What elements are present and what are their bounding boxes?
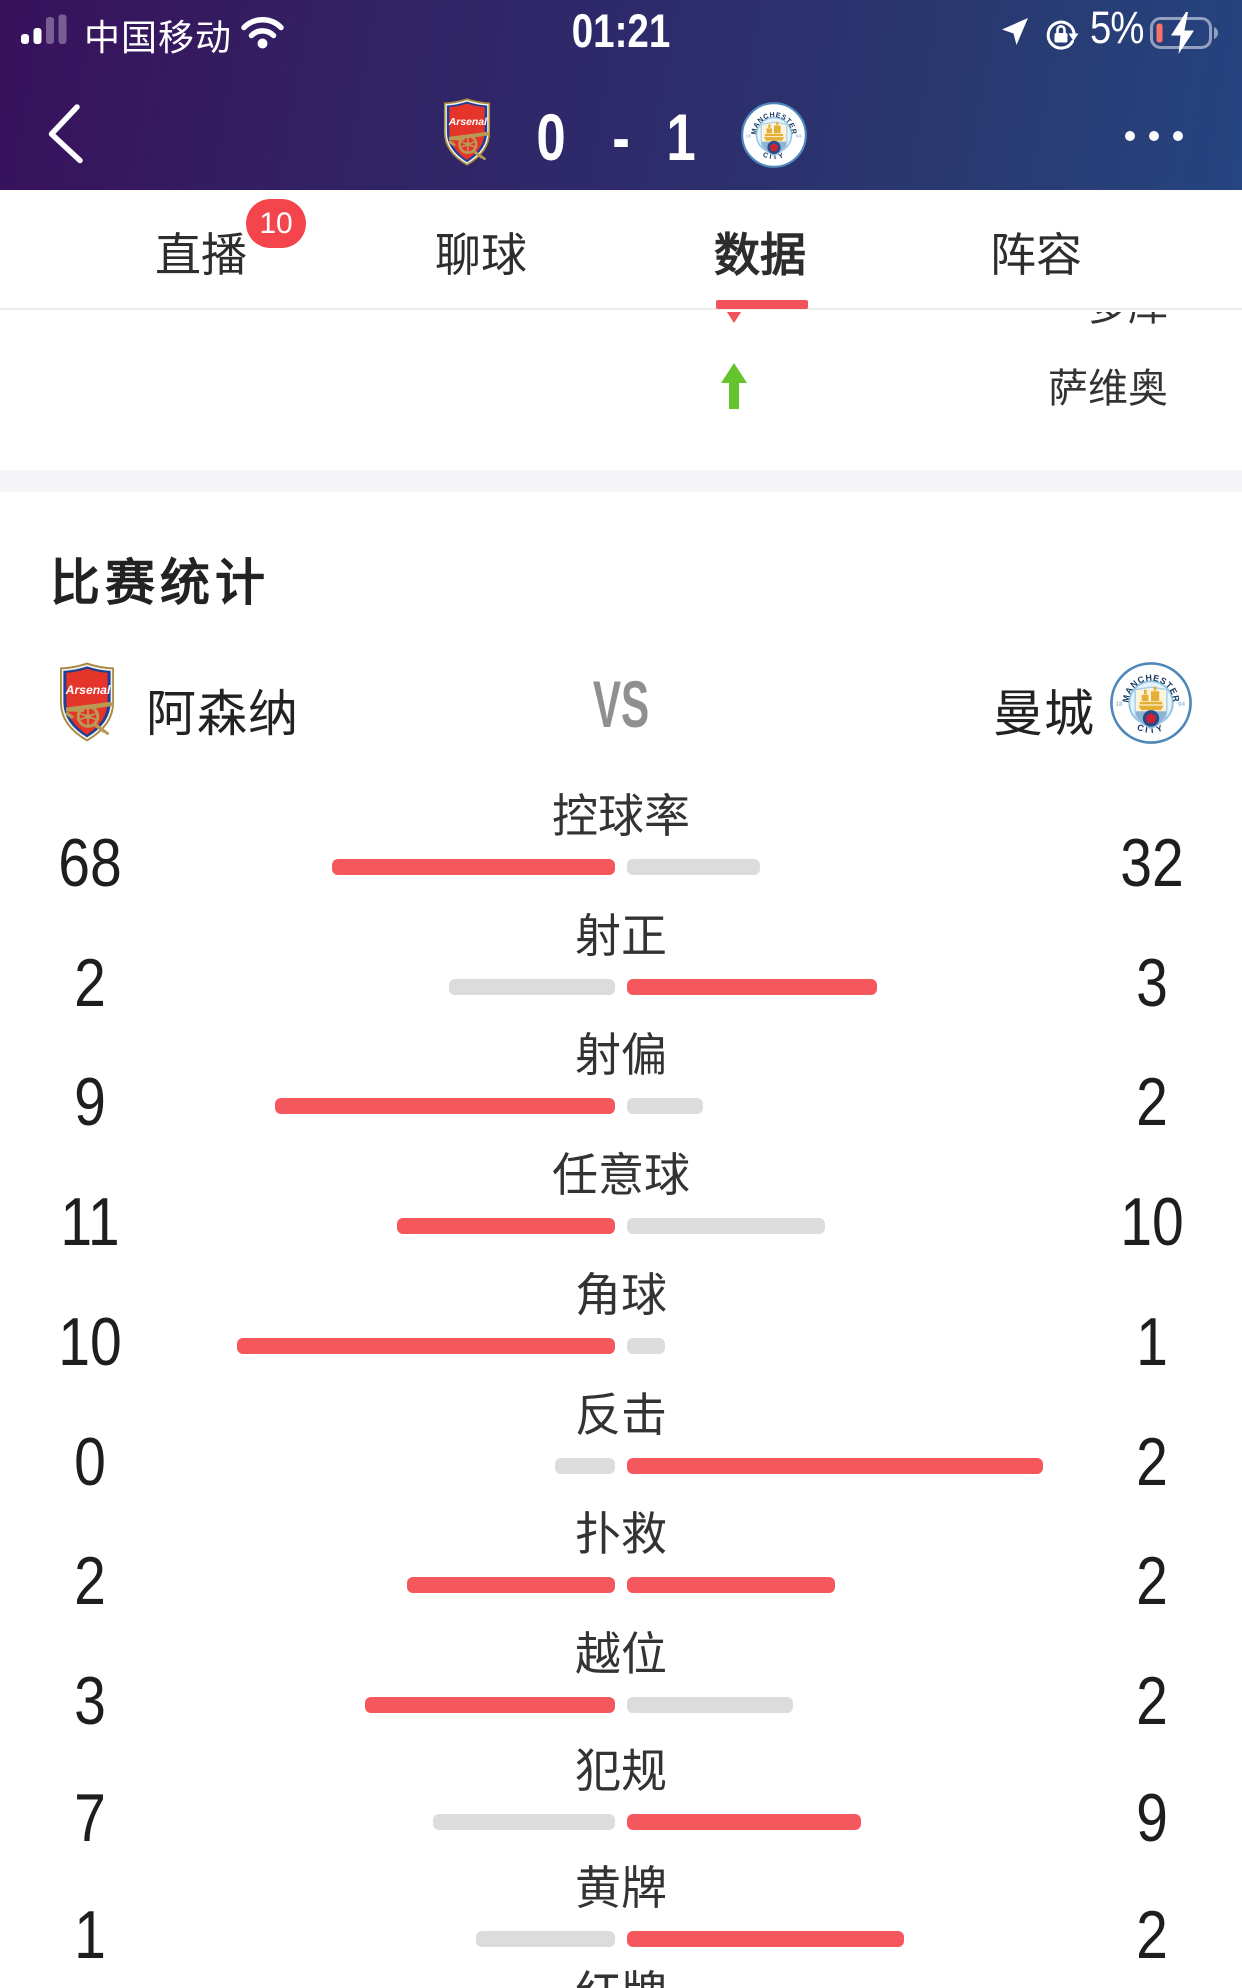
svg-text:CITY: CITY: [762, 151, 787, 162]
svg-text:Arsenal: Arsenal: [65, 683, 111, 697]
svg-text:Arsenal: Arsenal: [448, 117, 488, 128]
svg-text:18: 18: [746, 133, 752, 139]
svg-text:94: 94: [1178, 701, 1185, 708]
svg-text:18: 18: [1116, 701, 1123, 708]
svg-text:94: 94: [796, 133, 802, 139]
